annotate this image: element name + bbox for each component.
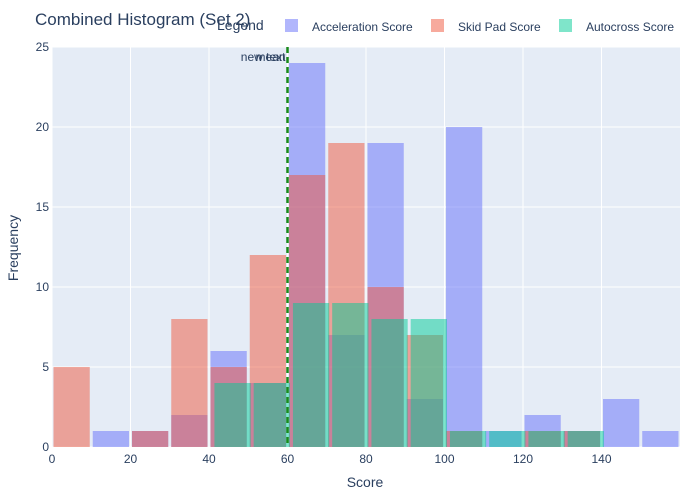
reference-line-label: mean <box>255 50 285 64</box>
legend-item-skid-pad-score[interactable]: Skid Pad Score <box>431 19 541 34</box>
bar-autocross-score <box>371 319 408 447</box>
bar-skid-pad-score <box>171 319 208 447</box>
legend-swatch <box>431 19 444 32</box>
legend-label: Skid Pad Score <box>458 20 541 34</box>
bar-autocross-score <box>253 383 290 447</box>
x-tick-label: 40 <box>202 452 216 466</box>
legend-label: Autocross Score <box>586 20 674 34</box>
x-tick-label: 20 <box>124 452 138 466</box>
x-tick-label: 60 <box>281 452 295 466</box>
legend-title: Legend <box>217 17 264 33</box>
bar-acceleration-score <box>446 127 483 447</box>
x-axis-label: Score <box>347 474 384 490</box>
y-tick-label: 25 <box>36 40 50 54</box>
bar-autocross-score <box>567 431 604 447</box>
y-axis-ticks: 0 5 10 15 20 25 <box>36 40 50 454</box>
legend[interactable]: Acceleration Score Skid Pad Score Autocros… <box>285 19 674 34</box>
bar-autocross-score <box>292 303 330 447</box>
bar-acceleration-score <box>603 399 640 447</box>
y-tick-label: 15 <box>36 200 50 214</box>
y-axis-label: Frequency <box>5 215 21 281</box>
legend-swatch <box>285 19 298 32</box>
bar-autocross-score <box>489 431 526 447</box>
x-tick-label: 120 <box>513 452 533 466</box>
bar-skid-pad-score <box>132 431 169 447</box>
bars-layer <box>53 63 679 447</box>
bar-autocross-score <box>410 319 447 447</box>
legend-item-autocross-score[interactable]: Autocross Score <box>559 19 674 34</box>
x-tick-label: 80 <box>359 452 373 466</box>
bar-acceleration-score <box>642 431 679 447</box>
x-axis-ticks: 0 20 40 60 80 100 120 140 <box>49 452 612 466</box>
bar-autocross-score <box>332 303 369 447</box>
bar-acceleration-score <box>92 431 129 447</box>
legend-label: Acceleration Score <box>312 20 413 34</box>
legend-swatch <box>559 19 572 32</box>
y-tick-label: 0 <box>42 440 49 454</box>
gridlines <box>51 46 680 448</box>
y-tick-label: 10 <box>36 280 50 294</box>
bar-autocross-score <box>214 383 251 447</box>
y-tick-label: 5 <box>42 360 49 374</box>
x-tick-label: 140 <box>591 452 611 466</box>
x-tick-label: 0 <box>49 452 56 466</box>
y-tick-label: 20 <box>36 120 50 134</box>
x-tick-label: 100 <box>434 452 454 466</box>
bar-autocross-score <box>528 431 565 447</box>
bar-skid-pad-score <box>53 367 90 447</box>
bar-autocross-score <box>449 431 487 447</box>
chart-title: Combined Histogram (Set 2) <box>35 10 250 29</box>
legend-item-acceleration-score[interactable]: Acceleration Score <box>285 19 413 34</box>
reference-line-label: new text <box>241 50 286 64</box>
